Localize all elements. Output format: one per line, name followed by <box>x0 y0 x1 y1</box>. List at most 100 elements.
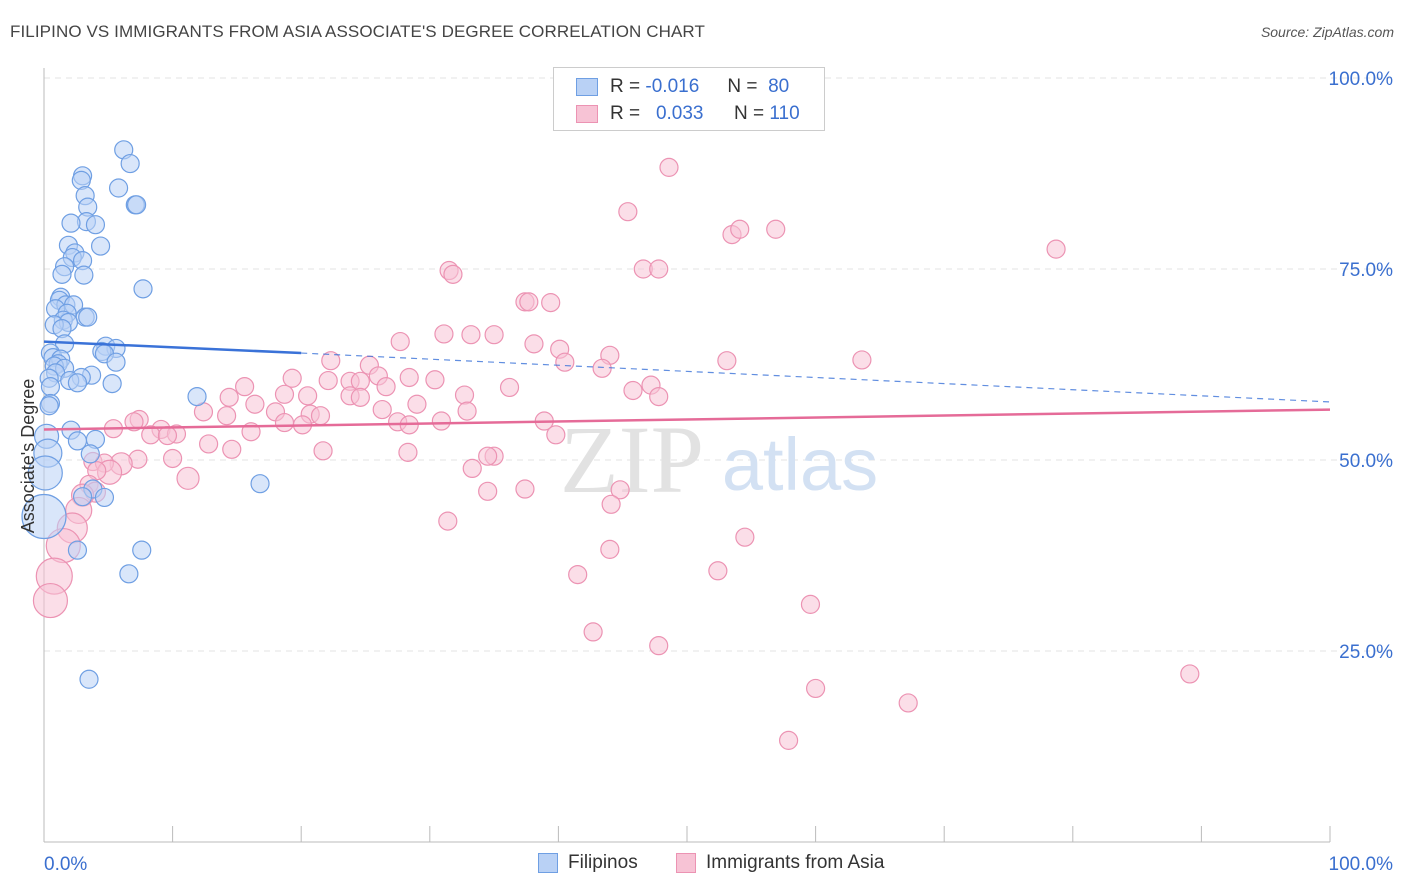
point-immigrants <box>515 479 535 499</box>
point-immigrants <box>274 384 295 404</box>
point-immigrants <box>321 351 341 371</box>
point-immigrants <box>310 406 331 426</box>
point-filipinos <box>120 153 140 174</box>
axis-labels: 25.0% 50.0% 75.0% 100.0% 0.0% 100.0% Associate… <box>18 69 1393 875</box>
point-immigrants <box>438 511 458 531</box>
point-immigrants <box>478 446 498 466</box>
source-label: Source: ZipAtlas.com <box>1260 24 1394 40</box>
legend-n-label: N = <box>733 103 765 124</box>
point-immigrants <box>457 401 477 421</box>
point-immigrants <box>735 527 755 547</box>
point-immigrants <box>124 412 144 432</box>
point-immigrants <box>519 292 539 312</box>
point-immigrants <box>407 394 427 414</box>
point-immigrants <box>717 351 737 371</box>
point-immigrants <box>461 325 481 345</box>
watermark: ZIP atlas <box>560 406 878 513</box>
point-filipinos <box>250 474 270 494</box>
point-immigrants <box>730 219 750 239</box>
legend-swatch-filipinos <box>538 853 558 873</box>
trendline-filipinos-dashed <box>301 352 1331 403</box>
y-axis-label: Associate's Degree <box>18 379 38 534</box>
point-filipinos <box>74 265 94 285</box>
point-immigrants <box>541 293 561 313</box>
point-immigrants <box>235 377 255 397</box>
point-filipinos <box>61 213 81 233</box>
trendline-filipinos <box>43 340 302 355</box>
point-immigrants <box>478 481 498 501</box>
x-tick-label: 0.0% <box>44 854 87 875</box>
point-immigrants <box>600 539 620 559</box>
point-filipinos <box>187 386 207 407</box>
point-filipinos <box>85 215 106 235</box>
point-immigrants <box>623 380 643 401</box>
legend-swatch-immigrants <box>676 853 696 873</box>
point-immigrants <box>454 385 475 405</box>
point-filipinos <box>90 236 111 256</box>
point-immigrants <box>298 386 318 406</box>
point-filipinos <box>106 352 126 372</box>
point-filipinos <box>27 455 63 491</box>
point-immigrants <box>524 334 544 354</box>
point-filipinos <box>94 487 115 508</box>
point-filipinos <box>39 396 59 416</box>
point-filipinos <box>80 444 100 464</box>
legend-item-filipinos[interactable]: Filipinos <box>538 852 638 874</box>
point-immigrants <box>199 434 219 454</box>
y-tick-label: 25.0% <box>1339 642 1393 663</box>
point-immigrants <box>499 377 520 398</box>
point-immigrants <box>1180 664 1200 684</box>
point-immigrants <box>649 636 669 656</box>
legend-r-value: 0.033 <box>655 103 704 124</box>
legend-r-value: -0.016 <box>645 76 700 97</box>
point-immigrants <box>800 594 821 614</box>
point-immigrants <box>805 678 826 699</box>
point-immigrants <box>484 325 504 345</box>
point-immigrants <box>610 480 630 500</box>
point-immigrants <box>390 331 410 352</box>
point-immigrants <box>555 352 575 372</box>
point-immigrants <box>434 324 454 344</box>
x-tick-label: 100.0% <box>1329 854 1394 875</box>
point-immigrants <box>708 561 728 581</box>
point-filipinos <box>52 264 72 284</box>
point-immigrants <box>898 693 918 713</box>
point-immigrants <box>313 441 333 461</box>
point-immigrants <box>1046 239 1066 259</box>
point-filipinos <box>40 377 61 397</box>
legend-item-immigrants[interactable]: Immigrants from Asia <box>676 852 884 874</box>
point-immigrants <box>398 442 418 462</box>
point-immigrants <box>219 387 239 407</box>
point-immigrants <box>425 370 445 390</box>
point-immigrants <box>350 387 370 407</box>
y-tick-label: 75.0% <box>1339 260 1393 281</box>
watermark-zip: ZIP <box>560 406 704 513</box>
points <box>21 140 1200 750</box>
point-filipinos <box>126 195 147 215</box>
trendline-immigrants <box>43 408 1331 431</box>
point-immigrants <box>217 406 237 426</box>
y-tick-label: 100.0% <box>1329 69 1394 90</box>
point-immigrants <box>399 367 419 388</box>
watermark-atlas: atlas <box>722 423 878 506</box>
point-immigrants <box>245 394 265 414</box>
point-immigrants <box>372 399 392 420</box>
point-filipinos <box>108 178 129 198</box>
point-immigrants <box>157 425 178 446</box>
point-immigrants <box>462 458 482 479</box>
legend-label-filipinos: Filipinos <box>568 852 638 873</box>
point-immigrants <box>592 358 612 378</box>
point-immigrants <box>649 259 669 279</box>
point-filipinos <box>72 487 93 507</box>
point-filipinos <box>102 374 122 394</box>
point-immigrants <box>766 219 786 239</box>
point-immigrants <box>163 448 183 469</box>
point-immigrants <box>32 582 69 619</box>
point-immigrants <box>376 377 396 397</box>
y-tick-label: 50.0% <box>1339 451 1393 472</box>
point-immigrants <box>431 411 451 431</box>
point-filipinos <box>78 307 98 327</box>
point-immigrants <box>176 466 200 490</box>
point-immigrants <box>618 202 638 222</box>
